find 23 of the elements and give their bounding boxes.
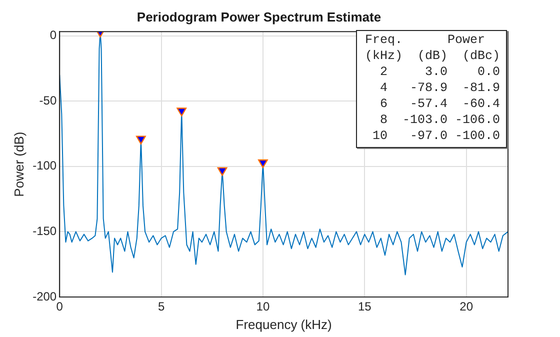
y-tick-label: 0 <box>50 28 57 42</box>
x-axis-title: Frequency (kHz) <box>236 316 332 332</box>
y-axis-title: Power (dB) <box>11 132 26 197</box>
annotation: (kHz) (dB) (dBc) <box>364 48 500 64</box>
annotation: Freq. Power <box>364 32 486 48</box>
annotation: 10 -97.0 -100.0 <box>371 128 500 144</box>
x-tick-label: 5 <box>158 300 165 314</box>
chart-title: Periodogram Power Spectrum Estimate <box>136 9 382 24</box>
annotation: 8 -103.0 -106.0 <box>378 112 500 128</box>
point <box>217 167 228 176</box>
point <box>176 108 187 116</box>
point <box>136 136 146 144</box>
annotation: 2 3.0 0.0 <box>378 64 500 80</box>
x-tick-label: 20 <box>460 300 474 314</box>
annotation: 4 -78.9 -81.9 <box>378 80 500 96</box>
x-tick-label: 10 <box>256 300 270 314</box>
annotation: 6 -57.4 -60.4 <box>378 96 500 112</box>
y-tick-label: -100 <box>32 158 57 173</box>
y-tick-label: -50 <box>39 93 57 108</box>
y-tick-label: -150 <box>32 224 57 238</box>
y-tick-label: -200 <box>32 289 57 304</box>
point <box>258 159 268 168</box>
x-tick-label: 15 <box>358 300 372 314</box>
